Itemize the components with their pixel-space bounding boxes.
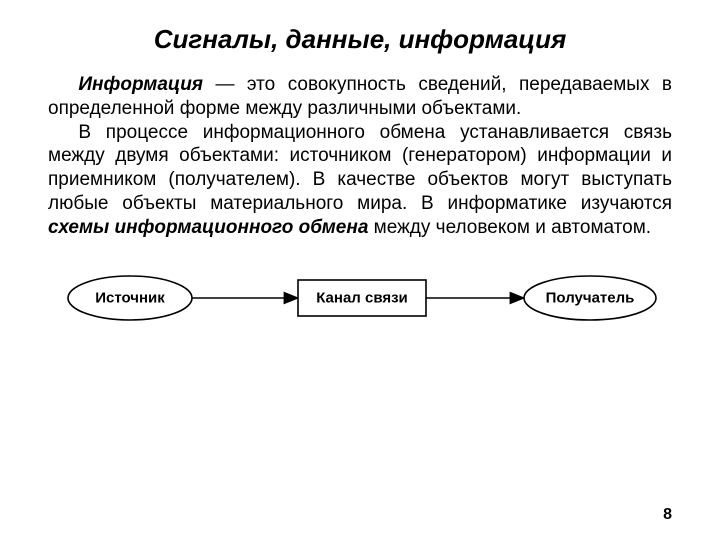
flowchart-svg: Источник Канал связи Получатель bbox=[50, 263, 670, 335]
page-number: 8 bbox=[663, 506, 672, 524]
term-schemes: схемы информационного обмена bbox=[48, 217, 368, 238]
body-text: Информация — это совокупность сведений, … bbox=[48, 73, 672, 239]
para2-text-a: В процессе информационного обмена устана… bbox=[48, 122, 672, 214]
page-title: Сигналы, данные, информация bbox=[48, 24, 672, 55]
term-information: Информация bbox=[78, 74, 203, 95]
flow-node-label: Источник bbox=[95, 290, 165, 307]
para2-text-b: между человеком и авто­матом. bbox=[368, 217, 651, 238]
flow-node-label: Канал связи bbox=[316, 290, 408, 307]
flowchart-diagram: Источник Канал связи Получатель bbox=[48, 263, 672, 335]
flow-node-label: Получатель bbox=[546, 290, 635, 307]
